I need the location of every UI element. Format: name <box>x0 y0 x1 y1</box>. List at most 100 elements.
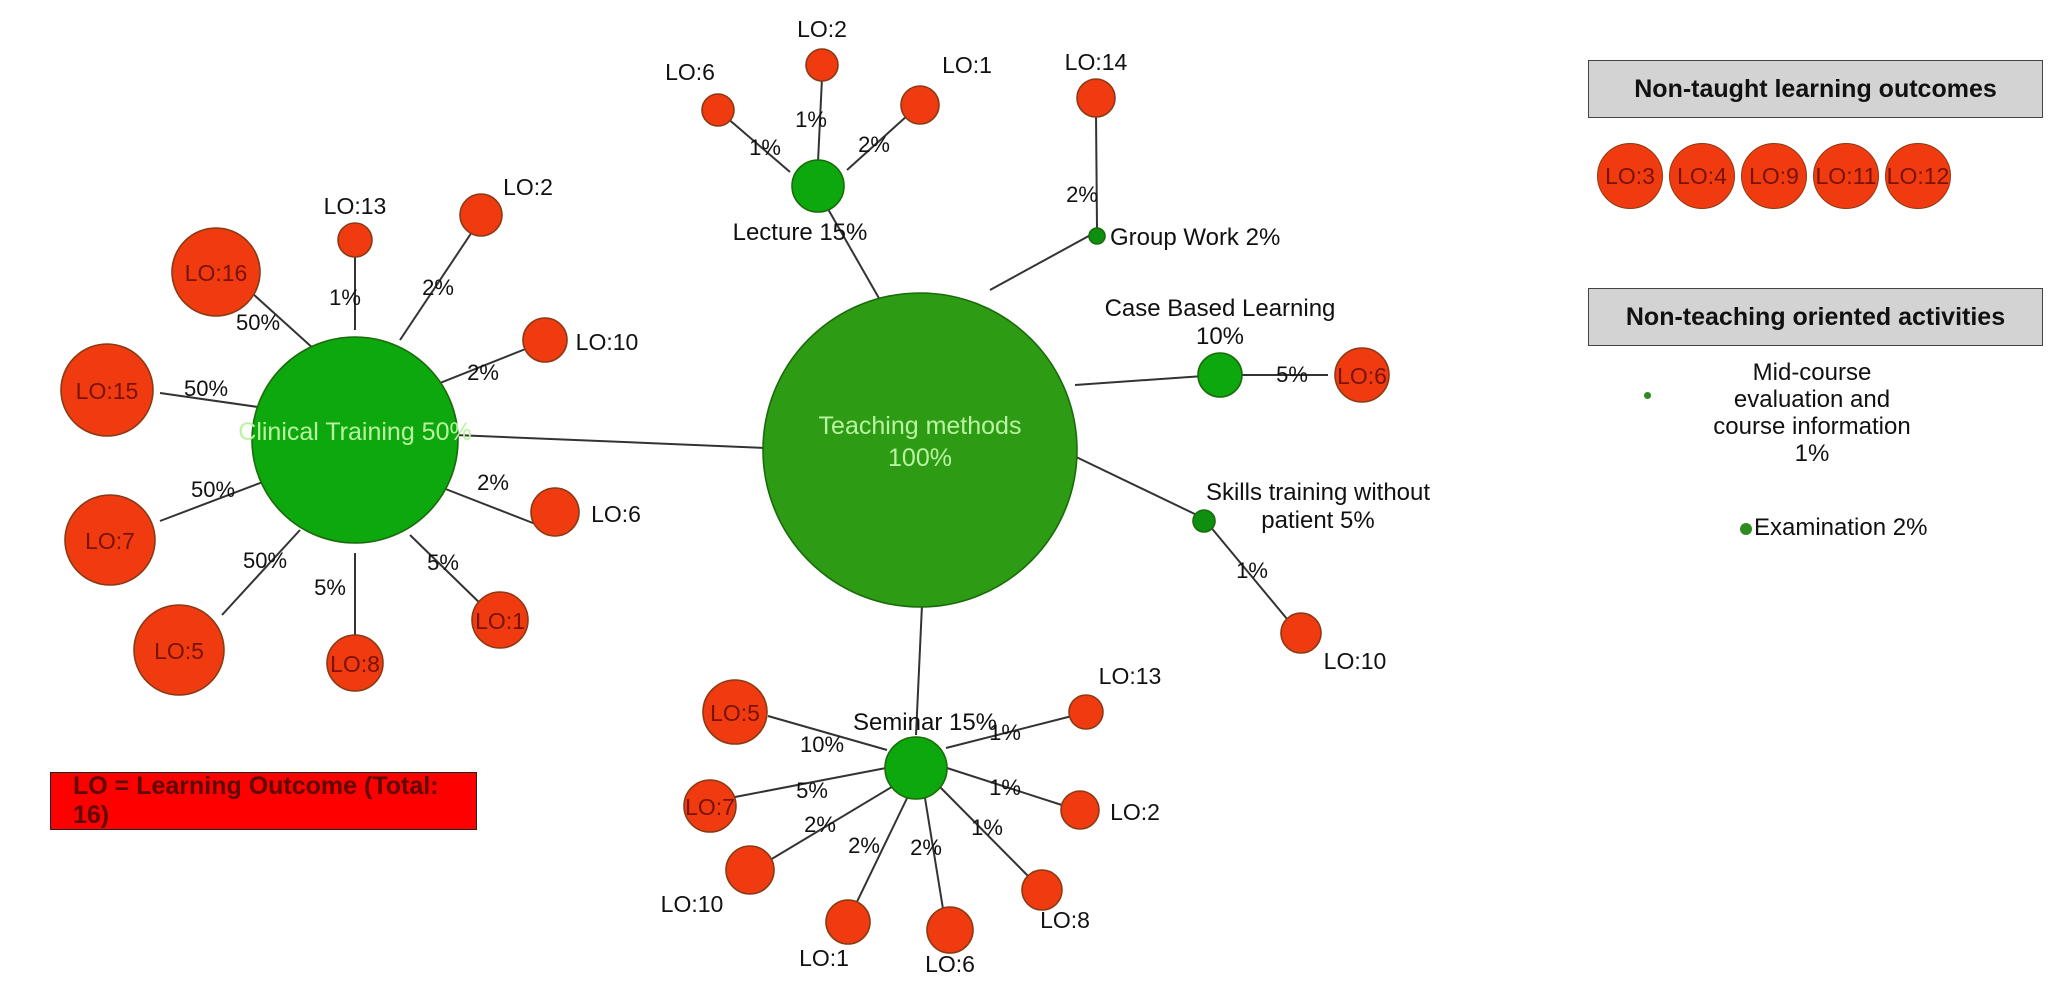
node-group-work[interactable] <box>1088 227 1106 245</box>
node-lo6-seminar[interactable] <box>926 906 974 954</box>
lo7-clinical-label: LO:7 <box>85 528 135 554</box>
non-taught-lo-11[interactable]: LO:11 <box>1813 143 1879 209</box>
edge-clinical-lo6 <box>442 487 539 526</box>
node-lo2-clinical[interactable] <box>459 193 503 237</box>
weight-seminar-lo6: 2% <box>910 835 942 860</box>
skills-label-line1: Skills training without <box>1206 479 1430 506</box>
node-lo15-clinical[interactable] <box>60 343 154 437</box>
weight-seminar-lo2: 1% <box>989 775 1021 800</box>
lo6-cbl-label: LO:6 <box>1337 363 1387 389</box>
clinical-label: Clinical Training 50% <box>238 418 471 446</box>
node-lo6-cbl[interactable] <box>1334 347 1390 403</box>
weight-seminar-lo8: 1% <box>971 815 1003 840</box>
lo6-seminar-label: LO:6 <box>925 951 975 977</box>
hub-label-line2: 100% <box>888 444 952 472</box>
weight-clinical-lo15: 50% <box>184 376 228 401</box>
node-case-based-learning[interactable] <box>1197 352 1243 398</box>
edge-clinical-lo1 <box>409 534 489 612</box>
node-seminar[interactable] <box>884 736 948 800</box>
lo2-clinical-label: LO:2 <box>503 174 553 200</box>
seminar-label: Seminar 15% <box>853 709 997 736</box>
node-lo14-groupwork[interactable] <box>1076 78 1116 118</box>
skills-label-line2: patient 5% <box>1261 507 1374 534</box>
node-teaching-methods[interactable] <box>762 292 1078 608</box>
lecture-label: Lecture 15% <box>733 219 868 246</box>
node-lo2-seminar[interactable] <box>1060 790 1100 830</box>
edge-seminar-lo8 <box>937 784 1031 879</box>
weight-lecture-lo2: 1% <box>795 107 827 132</box>
edge-seminar-lo13 <box>945 714 1077 749</box>
weight-seminar-lo1: 2% <box>848 833 880 858</box>
edge-lecture-lo1 <box>846 114 909 171</box>
node-skills-training[interactable] <box>1192 509 1216 533</box>
lo7-seminar-label: LO:7 <box>685 794 735 820</box>
node-lo13-seminar[interactable] <box>1068 694 1104 730</box>
weight-clinical-lo8: 5% <box>314 575 346 600</box>
node-lo6-clinical[interactable] <box>530 487 580 537</box>
hub-label-line1: Teaching methods <box>819 412 1022 440</box>
edge-seminar-lo7 <box>734 767 887 798</box>
lo10-seminar-label: LO:10 <box>661 891 724 917</box>
lo8-clinical-label: LO:8 <box>330 651 380 677</box>
weight-skills-lo10: 1% <box>1236 558 1268 583</box>
weight-seminar-lo5: 10% <box>800 732 844 757</box>
cbl-label-line1: Case Based Learning <box>1105 295 1336 322</box>
legend-box: LO = Learning Outcome (Total: 16) <box>50 772 477 830</box>
activity-line2: evaluation and <box>1733 385 1891 413</box>
node-lo10-clinical[interactable] <box>522 317 568 363</box>
node-lo8-clinical[interactable] <box>326 634 384 692</box>
non-taught-lo-9[interactable]: LO:9 <box>1741 143 1807 209</box>
non-taught-lo-12[interactable]: LO:12 <box>1885 143 1951 209</box>
node-lo1-lecture[interactable] <box>900 85 940 125</box>
node-lo1-seminar[interactable] <box>825 899 871 945</box>
non-taught-lo-row: LO:3 LO:4 LO:9 LO:11 LO:12 <box>1597 143 1951 209</box>
node-lo10-skills[interactable] <box>1280 612 1322 654</box>
lo13-seminar-label: LO:13 <box>1099 663 1162 689</box>
panel-non-taught-title: Non-taught learning outcomes <box>1634 74 1997 103</box>
weight-clinical-lo7: 50% <box>191 477 235 502</box>
node-lo5-seminar[interactable] <box>702 679 768 745</box>
node-lo1-clinical[interactable] <box>471 591 529 649</box>
non-taught-lo-3[interactable]: LO:3 <box>1597 143 1663 209</box>
edge-seminar-lo2 <box>946 767 1069 808</box>
weight-clinical-lo1: 5% <box>427 550 459 575</box>
lo5-clinical-label: LO:5 <box>154 638 204 664</box>
node-lo10-seminar[interactable] <box>725 845 775 895</box>
lo10-clinical-label: LO:10 <box>576 329 639 355</box>
edge-clinical-lo5 <box>221 529 301 616</box>
lo14-groupwork-label: LO:14 <box>1065 49 1128 75</box>
edge-group <box>159 77 1328 916</box>
edge-clinical-lo2 <box>399 231 473 341</box>
edge-seminar-lo5 <box>767 715 888 751</box>
node-lo16-clinical[interactable] <box>171 227 261 317</box>
lo10-skills-label: LO:10 <box>1324 648 1387 674</box>
weight-cbl-lo6: 5% <box>1276 362 1308 387</box>
node-lo5-clinical[interactable] <box>133 604 225 696</box>
edge-seminar-lo10 <box>769 784 896 861</box>
activity-line1: Mid-course <box>1752 359 1872 386</box>
node-lo2-lecture[interactable] <box>805 48 839 82</box>
examination-label: Examination 2% <box>1754 514 1928 541</box>
edge-lecture-lo6 <box>725 116 791 173</box>
node-lo6-lecture[interactable] <box>701 93 735 127</box>
panel-non-taught: Non-taught learning outcomes <box>1588 60 2043 118</box>
node-lo8-seminar[interactable] <box>1021 869 1063 911</box>
weight-seminar-lo10: 2% <box>804 812 836 837</box>
weight-lecture-lo1: 2% <box>858 132 890 157</box>
cbl-label-line2: 10% <box>1196 323 1244 350</box>
node-lecture[interactable] <box>791 159 845 213</box>
weight-clinical-lo13: 1% <box>329 285 361 310</box>
lo1-clinical-label: LO:1 <box>475 608 525 634</box>
node-lo13-clinical[interactable] <box>337 222 373 258</box>
node-lo7-seminar[interactable] <box>683 779 737 833</box>
weight-clinical-lo6: 2% <box>477 470 509 495</box>
weight-clinical-lo10: 2% <box>467 360 499 385</box>
edge-hub-lecture <box>819 194 881 301</box>
weight-seminar-lo13: 1% <box>989 720 1021 745</box>
edge-hub-skills <box>1071 454 1202 518</box>
node-lo7-clinical[interactable] <box>64 494 156 586</box>
non-taught-lo-4[interactable]: LO:4 <box>1669 143 1735 209</box>
edge-seminar-lo6 <box>923 791 945 916</box>
node-clinical-training[interactable] <box>251 336 459 544</box>
